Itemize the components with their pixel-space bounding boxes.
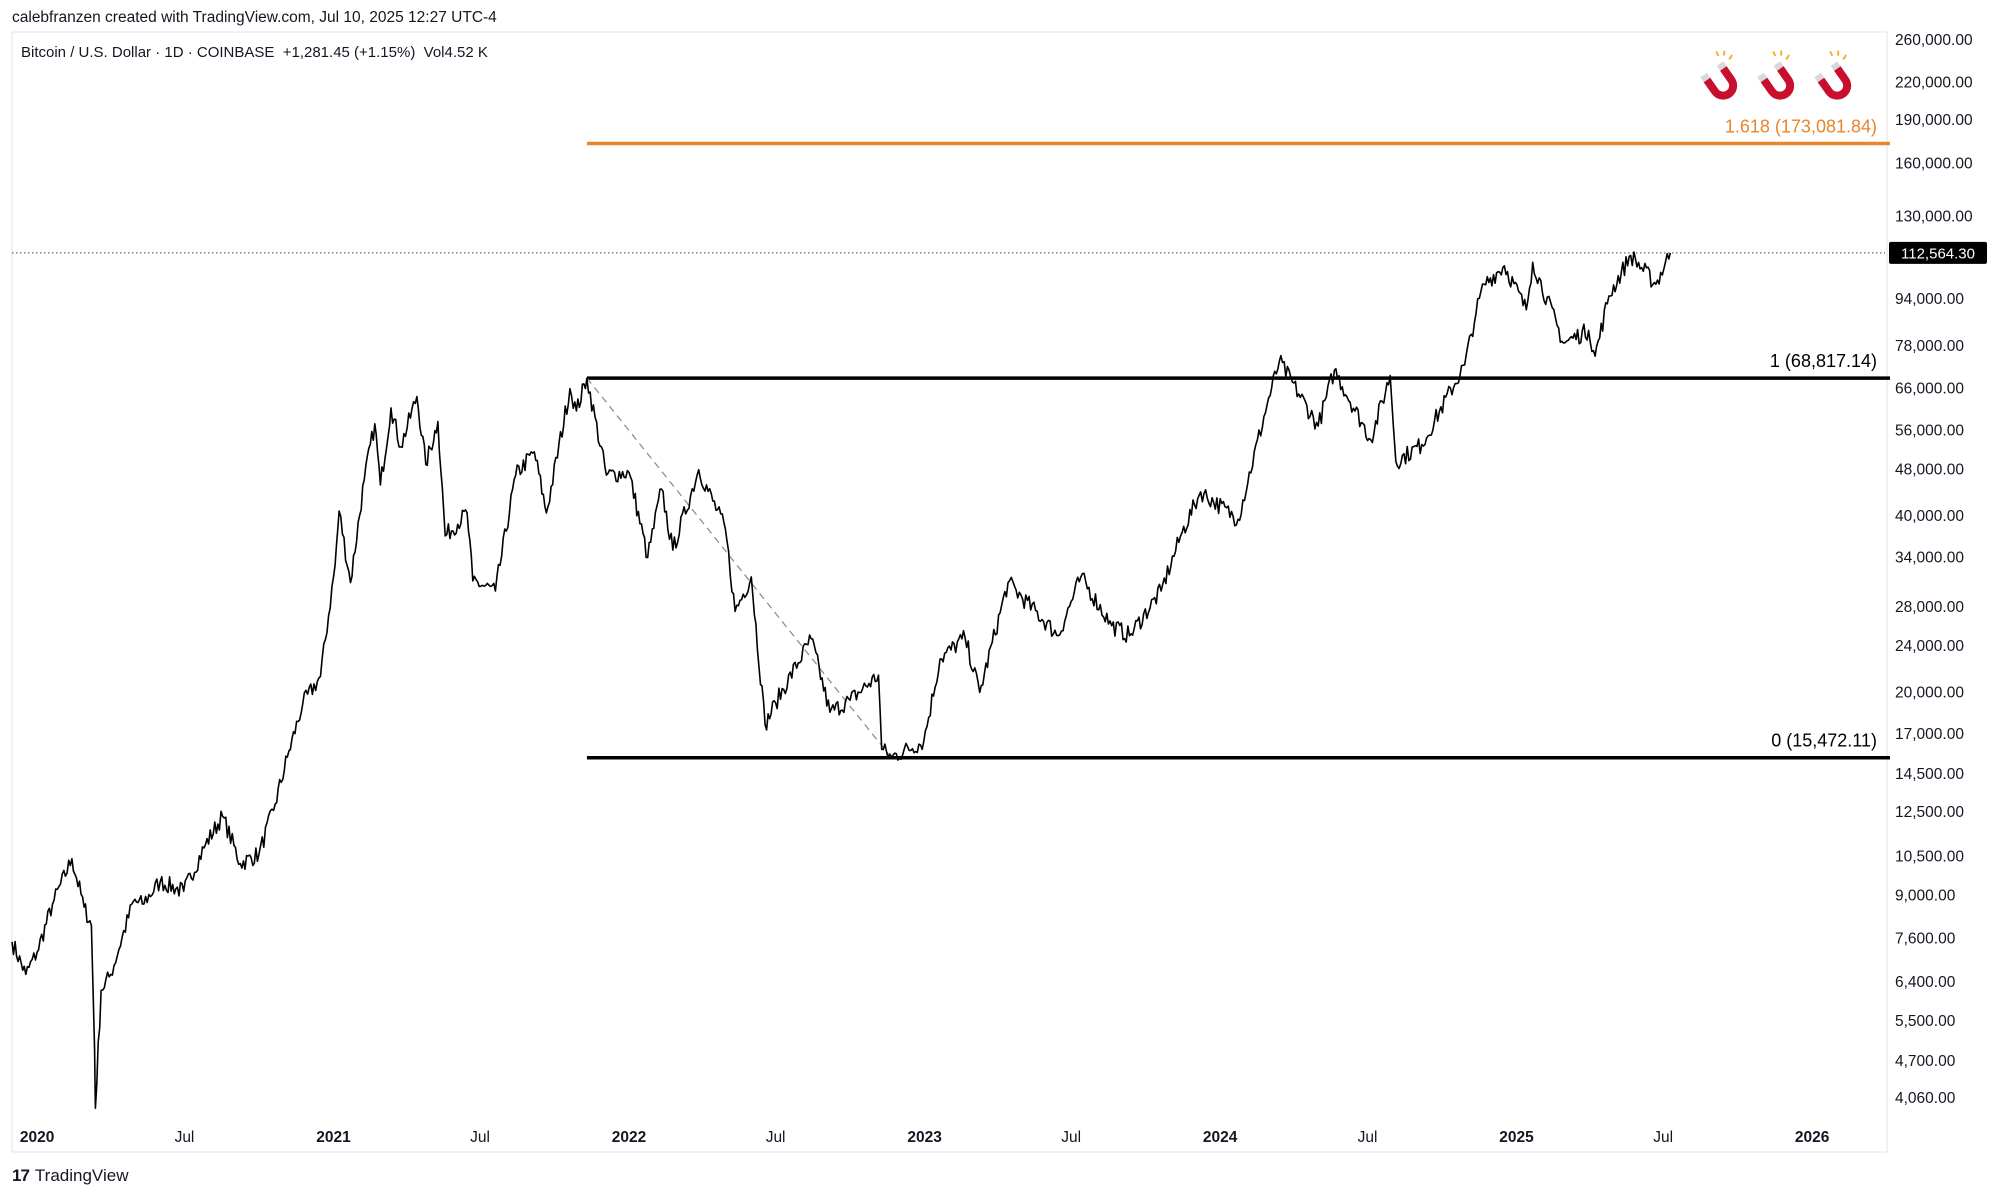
fib-trend-line[interactable] (586, 377, 892, 759)
x-tick-label: Jul (1061, 1129, 1081, 1146)
y-tick-label: 94,000.00 (1895, 291, 1964, 308)
tradingview-brand: TradingView (34, 1166, 129, 1185)
magnet-pole-left (1814, 72, 1825, 83)
current-price-line: 112,564.30 (12, 241, 1987, 264)
y-tick-label: 34,000.00 (1895, 549, 1964, 566)
tradingview-logo-icon: 17 (12, 1166, 30, 1185)
y-tick-label: 220,000.00 (1895, 74, 1973, 91)
y-tick-label: 5,500.00 (1895, 1013, 1956, 1030)
y-tick-label: 48,000.00 (1895, 462, 1964, 479)
fib-extension-tool[interactable]: 1.618 (173,081.84) 1 (68,817.14) 0 (15,472… (586, 117, 1890, 760)
y-tick-label: 78,000.00 (1895, 338, 1964, 355)
price-series (11, 251, 1672, 1109)
magnet-icon[interactable] (1693, 45, 1751, 105)
y-tick-label: 28,000.00 (1895, 599, 1964, 616)
magnet-icon[interactable] (1807, 45, 1865, 105)
y-tick-label: 40,000.00 (1895, 508, 1964, 525)
x-tick-label: Jul (766, 1129, 786, 1146)
magnet-pole-right (1830, 61, 1841, 71)
y-tick-label: 24,000.00 (1895, 638, 1964, 655)
price-line (11, 251, 1672, 1109)
y-tick-label: 6,400.00 (1895, 974, 1956, 991)
x-tick-label: 2024 (1203, 1129, 1238, 1146)
y-tick-label: 9,000.00 (1895, 888, 1956, 905)
current-price-value: 112,564.30 (1901, 245, 1975, 262)
magnet-pole-right (1773, 61, 1784, 71)
y-tick-label: 14,500.00 (1895, 766, 1964, 783)
x-tick-label: Jul (175, 1129, 195, 1146)
magnet-spark (1829, 50, 1847, 60)
y-tick-label: 56,000.00 (1895, 423, 1964, 440)
fib-level-label: 1 (68,817.14) (1770, 351, 1877, 371)
magnet-icons[interactable] (1693, 45, 1865, 105)
x-tick-label: Jul (1358, 1129, 1378, 1146)
magnet-body (1760, 66, 1795, 100)
y-tick-label: 130,000.00 (1895, 208, 1973, 225)
footer-branding: 17 TradingView (12, 1166, 128, 1186)
chart-border (11, 31, 1888, 1153)
y-tick-label: 12,500.00 (1895, 804, 1964, 821)
x-tick-label: 2022 (612, 1129, 646, 1146)
x-tick-label: 2023 (907, 1129, 942, 1146)
symbol-info: Bitcoin / U.S. Dollar · 1D · COINBASE +1… (21, 44, 488, 61)
y-tick-label: 4,060.00 (1895, 1090, 1956, 1107)
x-tick-label: 2025 (1499, 1129, 1534, 1146)
magnet-pole-right (1716, 61, 1727, 71)
y-tick-label: 190,000.00 (1895, 112, 1973, 129)
time-axis[interactable]: 2020 Jul 2021 Jul 2022 Jul 2023 Jul 2024 Jul 2025 J… (20, 1129, 1830, 1146)
y-tick-label: 4,700.00 (1895, 1053, 1956, 1070)
fib-level-label: 0 (15,472.11) (1771, 731, 1877, 751)
fib-level-label: 1.618 (173,081.84) (1725, 117, 1877, 137)
y-tick-label: 10,500.00 (1895, 848, 1964, 865)
x-tick-label: 2021 (316, 1129, 351, 1146)
y-tick-label: 7,600.00 (1895, 931, 1956, 948)
magnet-pole-left (1757, 72, 1768, 83)
current-price-tag (1889, 241, 1987, 264)
y-tick-label: 66,000.00 (1895, 381, 1964, 398)
x-tick-label: Jul (1653, 1129, 1673, 1146)
magnet-spark (1715, 50, 1733, 60)
price-axis[interactable]: 260,000.00 220,000.00 190,000.00 160,000.00… (1895, 32, 1973, 1107)
creator-line: calebfranzen created with TradingView.co… (12, 9, 497, 26)
magnet-spark (1772, 50, 1790, 60)
magnet-pole-left (1700, 72, 1711, 83)
x-tick-label: Jul (470, 1129, 490, 1146)
magnet-body (1703, 66, 1738, 100)
magnet-body (1817, 66, 1852, 100)
y-tick-label: 17,000.00 (1895, 726, 1964, 743)
y-tick-label: 260,000.00 (1895, 32, 1973, 49)
y-tick-label: 160,000.00 (1895, 155, 1973, 172)
magnet-icon[interactable] (1750, 45, 1808, 105)
x-tick-label: 2020 (20, 1129, 54, 1146)
y-tick-label: 20,000.00 (1895, 684, 1964, 701)
x-tick-label: 2026 (1795, 1129, 1830, 1146)
